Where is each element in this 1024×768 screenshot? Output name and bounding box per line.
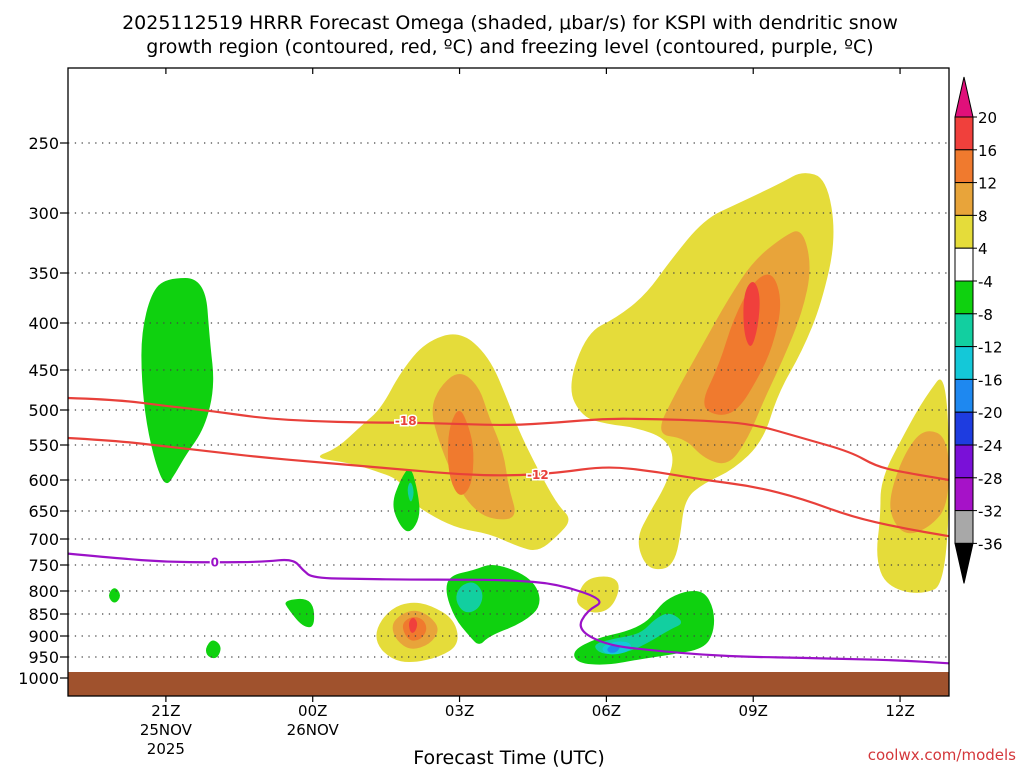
colorbar-label-6: -8 — [978, 306, 993, 324]
contour--18 — [67, 396, 950, 482]
x-axis-label: Forecast Time (UTC) — [413, 747, 604, 768]
y-tick-label-700: 700 — [28, 530, 59, 549]
x-tick-label-00Z: 00Z — [298, 702, 327, 720]
colorbar-label-8: -16 — [978, 371, 1003, 389]
omega-region-amber-3z — [432, 374, 515, 520]
y-tick-label-500: 500 — [28, 401, 59, 420]
omega-colorbar: 20 16 12 8 4 -4 -8 -12 -16 -20 -24 -28 -32 -36 — [954, 76, 1003, 584]
omega-region-amber-12z — [890, 431, 949, 534]
omega-region-green-tiny-20z — [109, 588, 120, 603]
colorbar-segment-9 — [954, 378, 974, 413]
y-tick-label-850: 850 — [28, 605, 59, 624]
colorbar-segment-11 — [954, 444, 974, 479]
temperature-contours: -18 -12 0 — [67, 396, 950, 665]
omega-region-orange-9z — [704, 274, 781, 415]
omega-region-cyan-02z — [407, 482, 414, 502]
y-tick-label-750: 750 — [28, 556, 59, 575]
y-tick-label-800: 800 — [28, 582, 59, 601]
pressure-axis: 250 300 350 400 450 500 550 600 650 700 750 800 850 9… — [18, 134, 68, 688]
colorbar-label-3: 8 — [978, 207, 988, 225]
colorbar-segment-13 — [954, 510, 974, 544]
omega-region-yellow-small-6z — [577, 576, 619, 613]
colorbar-segment-4 — [954, 214, 974, 249]
y-tick-label-400: 400 — [28, 314, 59, 333]
x-date-label-21Z: 25NOV — [140, 721, 193, 739]
contour-label--12: -12 — [527, 468, 549, 482]
colorbar-segment-5 — [954, 247, 974, 282]
omega-region-red-1z — [409, 617, 418, 633]
x-tick-label-06Z: 06Z — [592, 702, 621, 720]
colorbar-label-4: 4 — [978, 240, 988, 258]
colorbar-segment-10 — [954, 411, 974, 446]
omega-shading — [109, 173, 949, 665]
colorbar-label-9: -20 — [978, 404, 1003, 422]
colorbar-label-2: 12 — [978, 175, 997, 193]
omega-region-green-21z — [141, 278, 214, 484]
colorbar-label-0: 20 — [978, 109, 997, 127]
colorbar-label-10: -24 — [978, 437, 1003, 455]
colorbar-label-1: 16 — [978, 142, 997, 160]
y-tick-label-300: 300 — [28, 204, 59, 223]
x-tick-label-09Z: 09Z — [739, 702, 768, 720]
x-tick-label-21Z: 21Z — [151, 702, 180, 720]
x-tick-label-03Z: 03Z — [445, 702, 474, 720]
colorbar-label-12: -32 — [978, 503, 1003, 521]
contour--12 — [67, 436, 950, 538]
chart-title-line1: 2025112519 HRRR Forecast Omega (shaded, … — [122, 12, 898, 34]
y-tick-label-350: 350 — [28, 264, 59, 283]
omega-region-green-tiny-22z — [205, 640, 221, 659]
omega-region-green-02z — [393, 469, 420, 532]
omega-region-red-9z — [743, 281, 760, 346]
y-tick-label-1000: 1000 — [18, 669, 59, 688]
y-tick-label-950: 950 — [28, 648, 59, 667]
omega-region-teal-03z — [456, 582, 483, 613]
omega-region-green-23z — [285, 598, 315, 628]
x-year-label-21Z: 2025 — [147, 740, 185, 758]
contour-0 — [67, 552, 950, 665]
x-tick-label-12Z: 12Z — [885, 702, 914, 720]
y-tick-label-650: 650 — [28, 502, 59, 521]
x-date-label-00Z: 26NOV — [287, 721, 340, 739]
colorbar-segment-7 — [954, 313, 974, 348]
colorbar-label-13: -36 — [978, 535, 1003, 553]
colorbar-segment-3 — [954, 182, 974, 216]
y-tick-label-550: 550 — [28, 436, 59, 455]
plot-frame — [67, 67, 950, 697]
y-tick-label-900: 900 — [28, 627, 59, 646]
colorbar-segment-2 — [954, 149, 974, 184]
y-tick-label-250: 250 — [28, 134, 59, 153]
contour-label-0: 0 — [211, 555, 219, 569]
ground-fill — [68, 672, 949, 696]
chart-title-line2: growth region (contoured, red, ºC) and f… — [146, 36, 873, 58]
colorbar-label-7: -12 — [978, 339, 1003, 357]
colorbar-segment-12 — [954, 477, 974, 512]
colorbar-segment-bottom — [954, 542, 974, 584]
colorbar-segment-1 — [954, 116, 974, 151]
contour-label--18: -18 — [395, 414, 417, 428]
colorbar-label-5: -4 — [978, 273, 993, 291]
ground-layer — [68, 672, 949, 696]
site-credit: coolwx.com/models — [868, 746, 1016, 764]
colorbar-segment-top — [954, 76, 974, 118]
colorbar-segment-6 — [954, 280, 974, 315]
colorbar-segment-8 — [954, 346, 974, 380]
y-tick-label-450: 450 — [28, 361, 59, 380]
colorbar-label-11: -28 — [978, 470, 1003, 488]
y-tick-label-600: 600 — [28, 471, 59, 490]
